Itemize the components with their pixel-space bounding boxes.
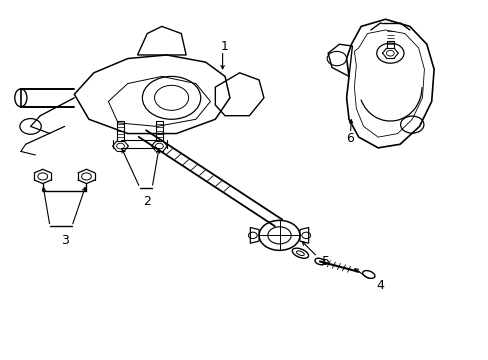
Text: 5: 5	[322, 255, 329, 268]
Text: 3: 3	[61, 234, 68, 247]
Text: 2: 2	[143, 195, 151, 208]
Text: 4: 4	[376, 279, 384, 292]
Text: 1: 1	[221, 40, 228, 53]
Text: 6: 6	[346, 132, 354, 145]
